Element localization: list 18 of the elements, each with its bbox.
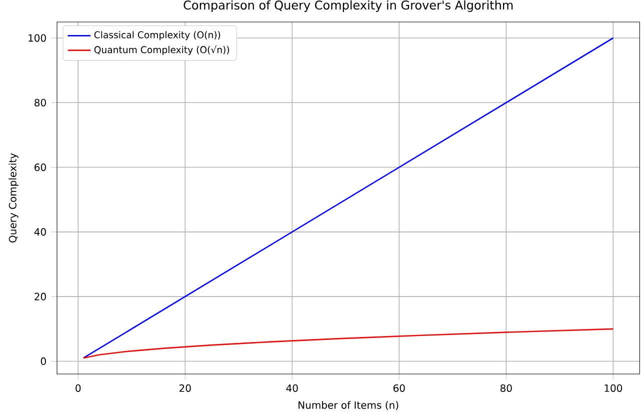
x-tick-label: 0	[76, 384, 81, 392]
x-tick-label: 60	[393, 384, 405, 392]
y-tick-label: 40	[34, 228, 46, 236]
y-tick-label: 100	[28, 34, 46, 42]
y-tick-label: 60	[34, 164, 46, 172]
x-tick-label: 40	[286, 384, 298, 392]
x-tick-label: 20	[180, 384, 191, 392]
y-tick-label: 0	[40, 357, 46, 366]
x-tick-label: 80	[500, 384, 512, 392]
legend-label: Quantum Complexity (O(√n))	[94, 46, 230, 56]
y-tick-label: 80	[34, 98, 46, 106]
y-axis-title: Query Complexity	[8, 153, 18, 242]
y-tick-label: 20	[34, 292, 46, 300]
line-series	[82, 328, 614, 359]
x-tick-label: 100	[604, 384, 622, 392]
legend-label: Classical Complexity (O(n))	[94, 31, 220, 40]
chart-title: Comparison of Query Complexity in Grover's Algorithm	[184, 0, 513, 12]
x-axis-title: Number of Items (n)	[298, 401, 398, 410]
